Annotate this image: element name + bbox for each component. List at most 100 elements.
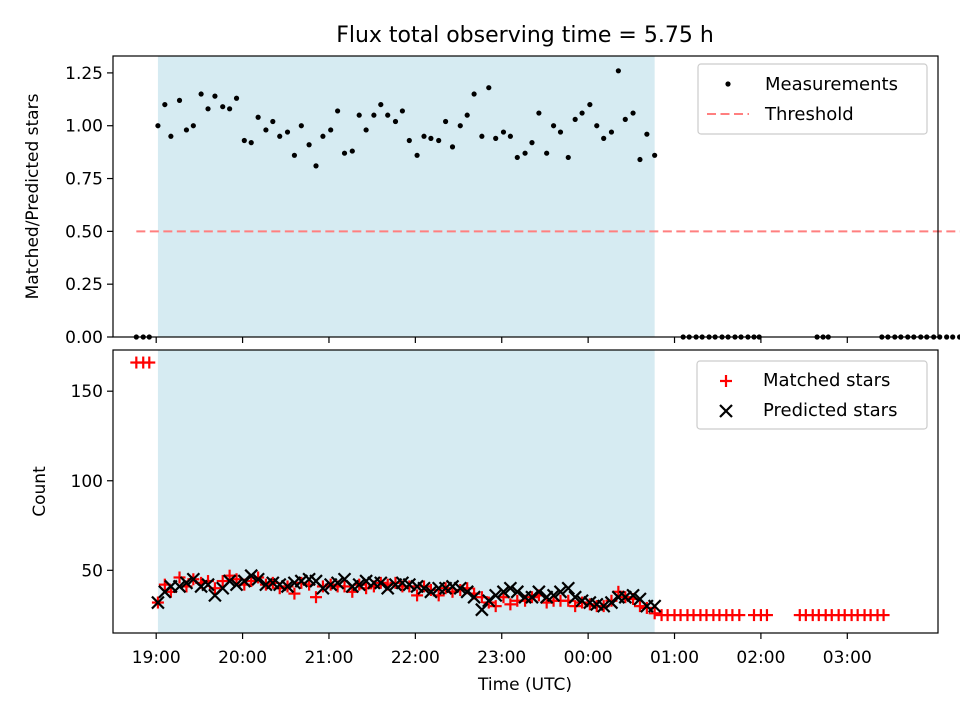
measurement-point — [637, 156, 643, 163]
matched-star-point — [760, 609, 773, 622]
measurement-point — [233, 95, 240, 101]
predicted-star-point — [503, 581, 518, 595]
measurement-point — [529, 140, 535, 146]
measurement-point — [601, 135, 607, 141]
matched-star-point — [576, 596, 589, 609]
predicted-star-point — [510, 585, 525, 599]
measurement-point — [399, 108, 405, 114]
measurement-point — [479, 133, 485, 139]
counts-y-axis-label: Count — [30, 466, 50, 517]
measurement-point — [950, 334, 956, 340]
measurement-point — [428, 135, 434, 141]
measurement-point — [406, 137, 412, 144]
measurement-point — [457, 123, 463, 129]
matched-star-point — [411, 589, 424, 602]
predicted-star-point — [496, 585, 511, 599]
measurement-point — [328, 127, 334, 133]
matched-star-point — [389, 576, 402, 589]
matched-star-point — [648, 607, 661, 620]
measurement-point — [944, 334, 950, 340]
predicted-star-point — [553, 585, 568, 599]
predicted-star-point — [568, 590, 582, 604]
measurement-point — [471, 91, 477, 97]
measurement-point — [306, 142, 312, 148]
measurement-point — [507, 133, 513, 139]
measurement-point — [557, 129, 564, 135]
x-tick-label: 02:00 — [736, 648, 785, 668]
counts-panel: 50 100 150 19:00 20:00 21:00 22:00 23:00 00:00 0… — [30, 349, 939, 695]
measurement-point — [565, 154, 571, 161]
measurement-point — [371, 112, 377, 118]
predicted-star-point — [151, 595, 165, 610]
predicted-star-point — [352, 577, 366, 592]
counts-y-tick-label: 150 — [71, 382, 103, 402]
measurement-point — [514, 154, 520, 161]
measurement-point — [277, 133, 283, 139]
x-tick-label: 20:00 — [218, 648, 267, 668]
matched-star-point — [640, 601, 653, 614]
predicted-star-point — [626, 588, 640, 603]
measurement-point — [356, 112, 362, 118]
matched-star-point — [310, 591, 323, 604]
measurement-point — [608, 129, 615, 135]
measurement-point — [436, 137, 442, 144]
measurement-point — [594, 123, 600, 129]
matched-star-point — [288, 587, 301, 600]
measurement-point — [442, 118, 449, 125]
measurement-point — [956, 334, 960, 340]
measurement-point — [284, 129, 291, 135]
measurement-point — [349, 148, 355, 154]
ratio-y-tick-label: 0.50 — [65, 222, 103, 242]
measurement-point — [190, 123, 196, 129]
measurement-point — [248, 140, 254, 146]
matched-star-point — [316, 580, 329, 593]
x-tick-label: 21:00 — [304, 648, 353, 668]
predicted-star-point — [453, 581, 468, 595]
ratio-y-tick-label: 0.25 — [65, 275, 103, 295]
ratio-plot-frame — [112, 55, 939, 338]
predicted-star-point — [294, 574, 309, 588]
predicted-star-point — [229, 577, 244, 592]
ratio-y-axis-label: Matched/Predicted stars — [23, 93, 43, 299]
predicted-star-point — [380, 581, 395, 595]
x-tick-label: 00:00 — [564, 648, 613, 668]
measurement-point — [341, 150, 348, 156]
measurement-point — [263, 127, 269, 133]
observing-window-band-top — [157, 56, 655, 337]
x-tick-label: 22:00 — [391, 648, 440, 668]
legend-matched-label: Matched stars — [763, 370, 890, 391]
predicted-star-point — [222, 574, 237, 588]
measurement-point — [176, 97, 183, 103]
measurement-point — [622, 116, 628, 122]
legend-predicted-label: Predicted stars — [763, 400, 897, 421]
predicted-star-point — [272, 577, 287, 592]
measurement-point — [255, 114, 261, 120]
ratio-legend-box — [697, 63, 928, 135]
measurement-point — [587, 101, 593, 108]
predicted-star-point — [402, 577, 417, 592]
matched-star-point — [733, 609, 746, 622]
measurement-point — [155, 123, 161, 129]
measurement-point — [363, 127, 369, 133]
measurement-point — [500, 129, 507, 135]
counts-legend: Matched stars Predicted stars — [696, 360, 928, 430]
measurement-point — [313, 163, 319, 169]
predicted-star-point — [532, 585, 546, 599]
predicted-star-point — [467, 590, 481, 604]
legend-matched-marker — [720, 375, 732, 387]
measurement-point — [449, 144, 456, 150]
measurement-point — [572, 116, 578, 122]
predicted-star-point — [172, 579, 187, 594]
measurement-point — [320, 133, 326, 139]
measurement-point — [205, 106, 211, 112]
predicted-star-point — [179, 576, 194, 590]
ratio-y-tick-label: 1.00 — [65, 117, 103, 137]
matched-star-point — [569, 600, 582, 613]
ratio-y-tick-label: 0.00 — [65, 328, 103, 348]
measurement-point — [378, 101, 384, 108]
predicted-star-point — [618, 590, 633, 604]
measurement-point — [227, 106, 233, 112]
predicted-star-point — [561, 581, 576, 595]
predicted-star-point — [475, 602, 489, 617]
